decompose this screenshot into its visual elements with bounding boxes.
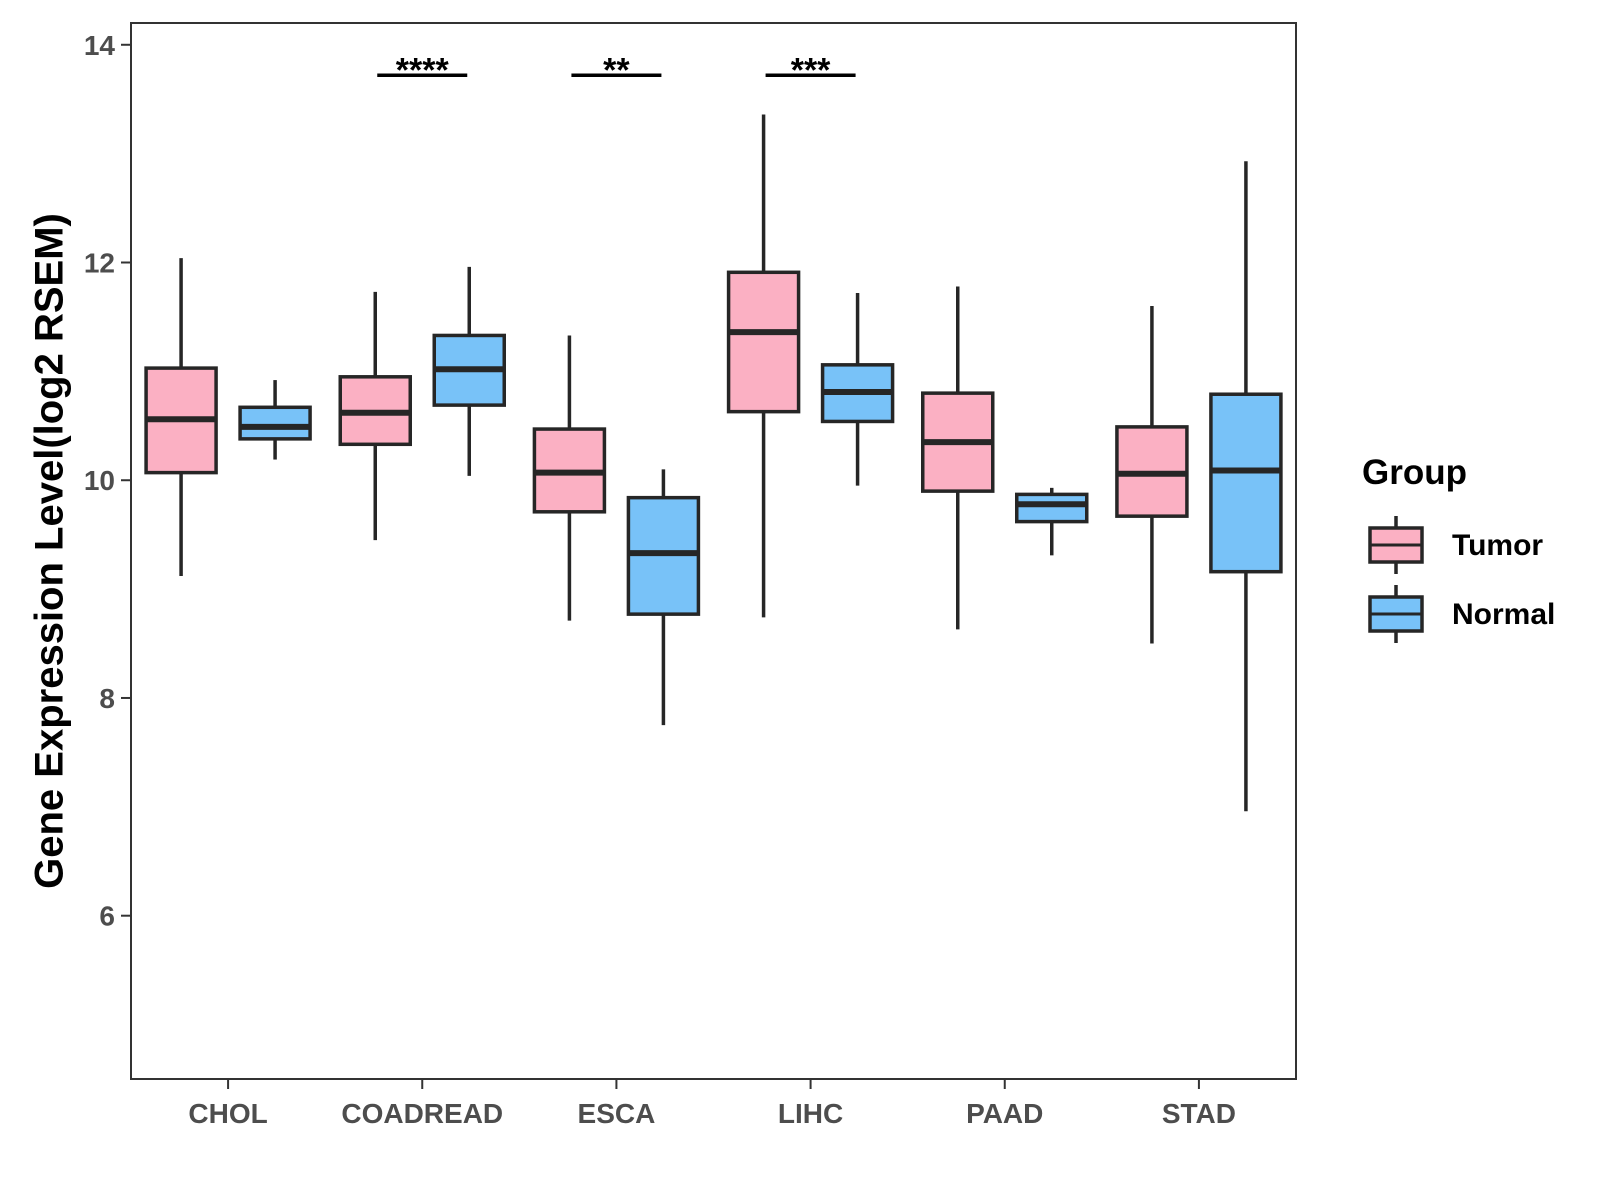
- box-paad-tumor: [921, 286, 995, 630]
- y-axis-title: Gene Expression Level(log2 RSEM): [28, 213, 72, 889]
- y-tick-label: 14: [84, 30, 116, 61]
- significance-label: ****: [396, 51, 450, 89]
- panel-border: [130, 22, 1297, 1080]
- legend: Group Tumor Normal: [1362, 453, 1555, 643]
- legend-item-tumor: Tumor: [1368, 516, 1543, 574]
- significance-lihc: ***: [765, 51, 856, 89]
- legend-item-normal: Normal: [1368, 585, 1555, 643]
- box-paad-normal: [1015, 487, 1089, 556]
- x-tick-label-esca: ESCA: [578, 1098, 656, 1129]
- y-tick-label: 8: [99, 683, 115, 714]
- axes: 6 8 10 12 14 CHOL COADREAD ESCA LIHC PAAD STAD: [84, 30, 1236, 1129]
- legend-label: Normal: [1452, 598, 1555, 631]
- box-body: [726, 270, 801, 414]
- box-coadread-normal: [432, 266, 506, 476]
- box-chol-normal: [238, 380, 312, 460]
- box-body: [238, 405, 312, 441]
- y-tick-label: 12: [84, 248, 115, 279]
- box-stad-tumor: [1115, 306, 1189, 644]
- x-tick-label-coadread: COADREAD: [341, 1098, 503, 1129]
- x-tick-label-chol: CHOL: [188, 1098, 267, 1129]
- significance-label: **: [603, 51, 630, 89]
- box-esca-tumor: [532, 335, 607, 621]
- significance-esca: **: [571, 51, 662, 89]
- y-tick-label: 10: [84, 465, 115, 496]
- significance-label: ***: [791, 51, 831, 89]
- box-esca-normal: [626, 469, 701, 726]
- significance-coadread: ****: [377, 51, 468, 89]
- box-body: [1015, 492, 1089, 524]
- x-tick-label-paad: PAAD: [966, 1098, 1043, 1129]
- legend-title: Group: [1362, 453, 1467, 492]
- box-lihc-tumor: [726, 114, 801, 618]
- box-lihc-normal: [820, 292, 895, 486]
- box-coadread-tumor: [338, 291, 412, 541]
- box-stad-normal: [1209, 161, 1283, 812]
- y-tick-label: 6: [99, 901, 115, 932]
- box-body: [1209, 392, 1283, 574]
- plot-area: **** ** ***: [144, 51, 1283, 812]
- legend-label: Tumor: [1452, 529, 1543, 562]
- x-tick-label-stad: STAD: [1162, 1098, 1236, 1129]
- box-chol-tumor: [144, 258, 218, 577]
- x-tick-label-lihc: LIHC: [778, 1098, 843, 1129]
